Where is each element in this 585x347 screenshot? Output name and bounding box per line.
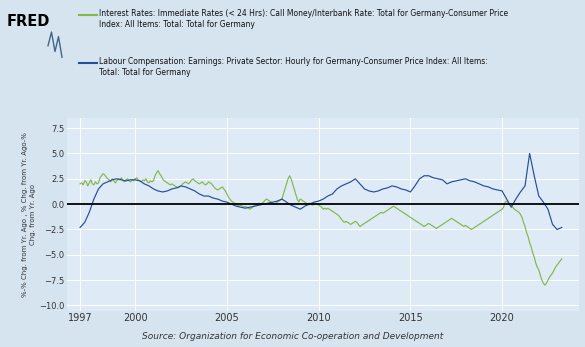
Text: Source: Organization for Economic Co-operation and Development: Source: Organization for Economic Co-ope… [142, 332, 443, 341]
Text: Labour Compensation: Earnings: Private Sector: Hourly for Germany-Consumer Price: Labour Compensation: Earnings: Private S… [99, 57, 488, 77]
Text: FRED: FRED [7, 14, 50, 29]
Text: Interest Rates: Immediate Rates (< 24 Hrs): Call Money/Interbank Rate: Total for: Interest Rates: Immediate Rates (< 24 Hr… [99, 9, 508, 29]
Y-axis label: %-% Chg. from Yr. Ago , % Chg. from Yr. Ago-%
Chg. from Yr. Ago: %-% Chg. from Yr. Ago , % Chg. from Yr. … [22, 132, 36, 297]
